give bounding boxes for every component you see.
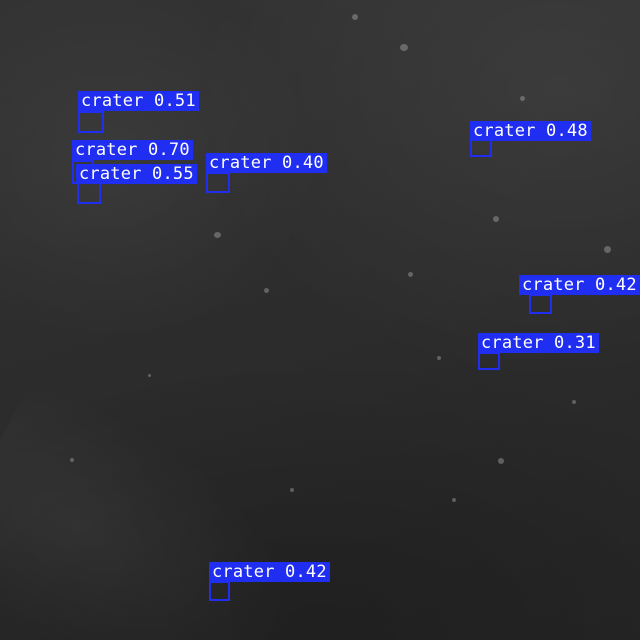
detection-label: crater 0.51 [78, 91, 199, 111]
detection-box [209, 581, 230, 601]
surface-speck [408, 272, 413, 277]
detection-box [478, 352, 500, 370]
detection-box [206, 172, 230, 193]
surface-ridge [0, 360, 360, 640]
surface-speck [572, 400, 576, 404]
surface-speck [148, 374, 151, 377]
surface-speck [452, 498, 456, 502]
detection-label: crater 0.31 [478, 333, 599, 353]
surface-speck [520, 96, 525, 101]
surface-speck [290, 488, 294, 492]
surface-speck [352, 14, 358, 20]
detection-label: crater 0.42 [209, 562, 330, 582]
detection-label: crater 0.40 [206, 153, 327, 173]
detection-box [77, 182, 101, 204]
surface-speck [264, 288, 269, 293]
surface-speck [498, 458, 504, 464]
detection-box [529, 294, 552, 314]
detection-box [78, 111, 104, 133]
surface-speck [400, 44, 408, 51]
surface-speck [604, 246, 611, 253]
surface-speck [493, 216, 499, 222]
surface-speck [437, 356, 441, 360]
detection-box [470, 139, 492, 157]
detection-label: crater 0.48 [470, 121, 591, 141]
detection-label: crater 0.42 [519, 275, 640, 295]
surface-speck [70, 458, 74, 462]
detection-label: crater 0.70 [72, 140, 193, 160]
detection-label: crater 0.55 [76, 164, 197, 184]
surface-speck [214, 232, 221, 238]
